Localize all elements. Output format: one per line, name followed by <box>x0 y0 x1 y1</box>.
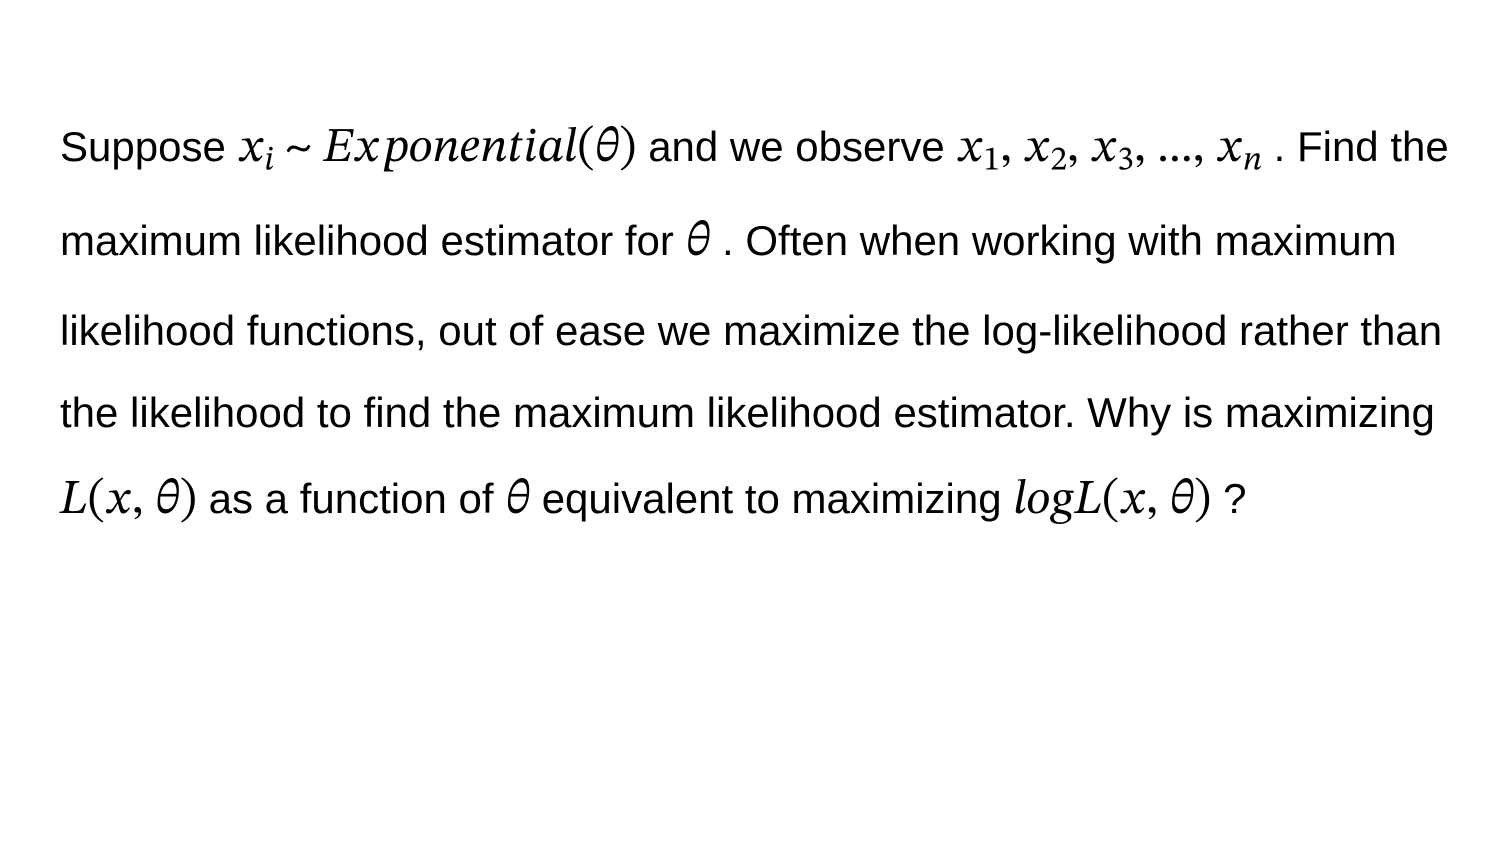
math-theta-2: 𝜃 <box>505 477 530 525</box>
math-theta: 𝜃 <box>686 219 711 267</box>
text-segment: as a function of <box>209 475 506 522</box>
math-likelihood: 𝐿(𝑥, 𝜃) <box>60 477 197 525</box>
text-segment: ? <box>1223 475 1246 522</box>
page: Suppose 𝑥𝑖 ~ 𝐸𝑥𝑝𝑜𝑛𝑒𝑛𝑡𝑖𝑎𝑙(𝜃) and we obser… <box>0 0 1500 868</box>
text-segment: and we observe <box>648 123 956 170</box>
math-log-likelihood: 𝑙𝑜𝑔𝐿(𝑥, 𝜃) <box>1013 477 1211 525</box>
math-x1-to-xn: 𝑥1, 𝑥2, 𝑥3, ..., 𝑥𝑛 <box>956 125 1262 173</box>
math-xi-exponential-theta: 𝑥𝑖 ~ 𝐸𝑥𝑝𝑜𝑛𝑒𝑛𝑡𝑖𝑎𝑙(𝜃) <box>237 125 636 173</box>
text-segment: Suppose <box>60 123 237 170</box>
text-segment: equivalent to maximizing <box>542 475 1014 522</box>
problem-statement: Suppose 𝑥𝑖 ~ 𝐸𝑥𝑝𝑜𝑛𝑒𝑛𝑡𝑖𝑎𝑙(𝜃) and we obser… <box>60 102 1450 548</box>
